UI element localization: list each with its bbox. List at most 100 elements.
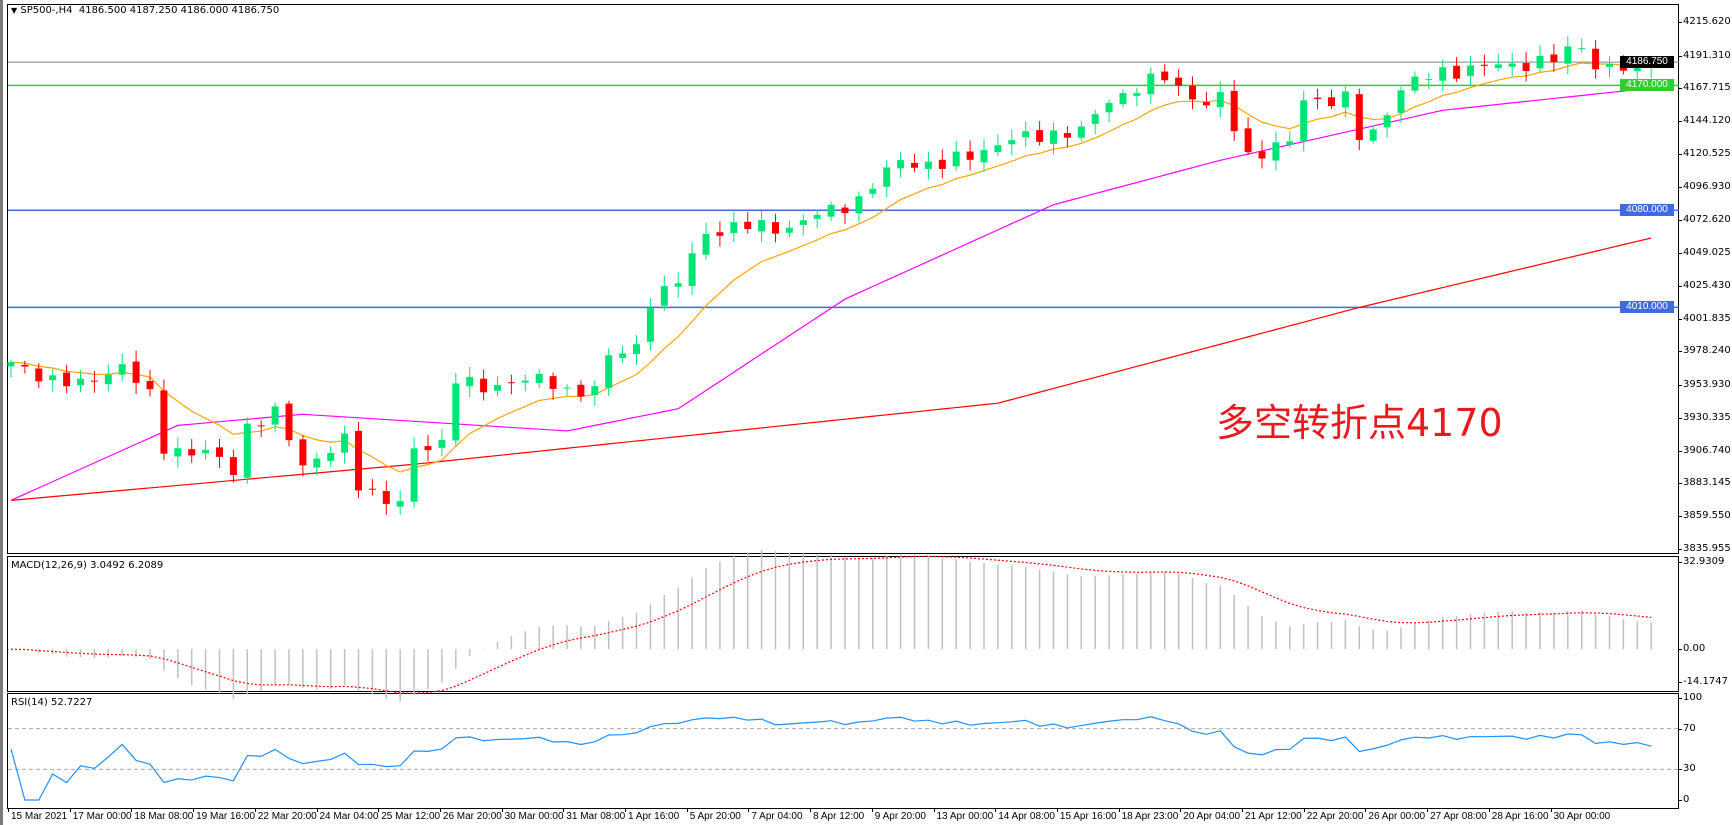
time-label: 31 Mar 08:00 (563, 808, 626, 822)
candle-body (924, 161, 932, 169)
candle-body (1425, 79, 1433, 81)
candle-body (1606, 64, 1613, 67)
candle-body (1411, 76, 1419, 91)
candle-body (730, 222, 738, 234)
candle-body (1077, 126, 1085, 138)
macd-tick: -14.1747 (1679, 676, 1728, 687)
candle-body (1036, 130, 1044, 142)
rsi-panel[interactable] (7, 693, 1679, 809)
price-tick: 3835.955 (1679, 543, 1731, 554)
candle-body (174, 448, 182, 457)
chart-canvas (7, 36, 1679, 801)
candle-body (1050, 130, 1057, 144)
candle-body (1022, 131, 1030, 138)
candle-body (1633, 65, 1641, 72)
candle-body (605, 355, 613, 388)
candle-body (952, 151, 960, 167)
annotation-text[interactable]: 多空转折点4170 (1216, 401, 1503, 445)
time-label: 25 Mar 12:00 (378, 808, 441, 822)
time-label: 9 Apr 20:00 (871, 808, 926, 822)
current-price-tag: 4186.750 (1620, 56, 1674, 69)
rsi-tick: 30 (1679, 763, 1696, 775)
time-label: 26 Apr 00:00 (1365, 808, 1426, 822)
candle-body (188, 449, 196, 456)
time-label: 24 Mar 04:00 (316, 808, 379, 822)
rsi-title: RSI(14) 52.7227 (11, 697, 93, 708)
candle-body (424, 446, 432, 451)
candle-body (63, 372, 71, 387)
candle-body (507, 382, 515, 384)
candle-body (883, 167, 891, 187)
candle-body (355, 430, 362, 491)
rsi-axis[interactable]: 100 70 30 0 (1678, 692, 1732, 809)
candle-body (980, 149, 988, 163)
candle-body (1119, 93, 1127, 105)
candle-body (396, 501, 404, 507)
candle-body (994, 145, 1002, 152)
candle-body (146, 380, 154, 390)
candle-body (1216, 92, 1224, 108)
candle-body (1244, 128, 1252, 153)
candle-body (938, 159, 946, 169)
candle-body (271, 406, 279, 425)
candle-body (452, 383, 460, 441)
triangle-down-icon[interactable]: ▼ (11, 6, 18, 15)
time-label: 17 Mar 00:00 (69, 808, 132, 822)
time-label: 15 Mar 2021 (7, 808, 68, 822)
time-label: 7 Apr 04:00 (748, 808, 803, 822)
candle-body (1369, 129, 1377, 141)
time-label: 27 Apr 08:00 (1427, 808, 1487, 822)
candle-body (577, 384, 585, 397)
candle-body (1480, 64, 1488, 66)
price-tick: 4096.930 (1679, 180, 1731, 192)
candle-body (494, 384, 501, 391)
macd-axis[interactable]: 32.9309 0.00 -14.1747 (1678, 556, 1732, 692)
price-tick: 4049.025 (1679, 247, 1731, 259)
candle-body (521, 380, 529, 383)
candle-body (49, 375, 57, 381)
rsi-tick: 100 (1678, 692, 1703, 703)
macd-panel[interactable] (7, 556, 1679, 692)
candle-body (1508, 63, 1516, 67)
candle-body (591, 386, 599, 396)
candle-body (674, 283, 682, 287)
macd-tick: 32.9309 (1678, 556, 1725, 567)
candle-body (202, 449, 210, 454)
candle-body (1439, 67, 1447, 81)
candle-body (1286, 141, 1294, 145)
level-tag: 4080.000 (1620, 204, 1674, 217)
candle-body (1494, 64, 1502, 69)
candle-body (1105, 102, 1113, 113)
candle-body (1314, 97, 1322, 100)
price-tick: 3859.550 (1679, 510, 1731, 522)
candle-body (1272, 142, 1280, 161)
candle-body (410, 448, 418, 502)
candle-body (21, 364, 29, 367)
time-label: 18 Mar 08:00 (131, 808, 194, 822)
symbol-header: ▼ SP500-,H4 4186.500 4187.250 4186.000 4… (11, 5, 279, 16)
candle-body (229, 457, 237, 476)
candle-body (1328, 97, 1335, 107)
time-label: 5 Apr 20:00 (686, 808, 741, 822)
time-label: 28 Apr 16:00 (1488, 808, 1549, 822)
candle-body (216, 447, 223, 457)
price-axis[interactable]: 4215.620 4191.310 4167.715 4144.120 4120.525… (1620, 0, 1732, 555)
candle-body (1564, 46, 1572, 64)
candle-body (1202, 101, 1210, 106)
time-label: 30 Mar 00:00 (501, 808, 564, 822)
rsi-line (10, 716, 1652, 801)
price-tick: 3930.335 (1679, 411, 1731, 423)
candle-body (132, 361, 140, 383)
candle-body (466, 377, 474, 387)
candle-body (1467, 65, 1474, 76)
candle-body (160, 390, 168, 454)
candle-body (966, 151, 974, 160)
candle-body (897, 160, 905, 169)
price-tick: 4120.525 (1679, 147, 1731, 159)
candle-body (1230, 90, 1238, 132)
ma-fast-line (10, 62, 1652, 473)
candle-body (827, 204, 835, 217)
candle-body (1091, 114, 1099, 124)
candle-body (716, 232, 724, 236)
